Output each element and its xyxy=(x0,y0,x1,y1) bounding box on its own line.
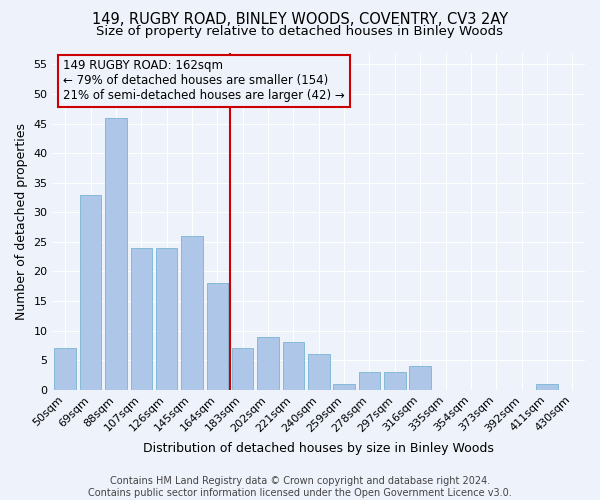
Bar xyxy=(536,384,558,390)
Bar xyxy=(232,348,253,390)
Y-axis label: Number of detached properties: Number of detached properties xyxy=(15,122,28,320)
Bar xyxy=(308,354,329,390)
Bar xyxy=(384,372,406,390)
Bar xyxy=(409,366,431,390)
Text: 149, RUGBY ROAD, BINLEY WOODS, COVENTRY, CV3 2AY: 149, RUGBY ROAD, BINLEY WOODS, COVENTRY,… xyxy=(92,12,508,28)
Text: 149 RUGBY ROAD: 162sqm
← 79% of detached houses are smaller (154)
21% of semi-de: 149 RUGBY ROAD: 162sqm ← 79% of detached… xyxy=(63,59,345,102)
Bar xyxy=(359,372,380,390)
Text: Size of property relative to detached houses in Binley Woods: Size of property relative to detached ho… xyxy=(97,25,503,38)
Bar xyxy=(334,384,355,390)
Bar xyxy=(206,284,228,390)
Bar xyxy=(80,194,101,390)
Bar xyxy=(156,248,178,390)
Bar xyxy=(181,236,203,390)
Bar xyxy=(55,348,76,390)
Bar xyxy=(105,118,127,390)
X-axis label: Distribution of detached houses by size in Binley Woods: Distribution of detached houses by size … xyxy=(143,442,494,455)
Bar xyxy=(131,248,152,390)
Bar xyxy=(283,342,304,390)
Bar xyxy=(257,336,279,390)
Text: Contains HM Land Registry data © Crown copyright and database right 2024.
Contai: Contains HM Land Registry data © Crown c… xyxy=(88,476,512,498)
